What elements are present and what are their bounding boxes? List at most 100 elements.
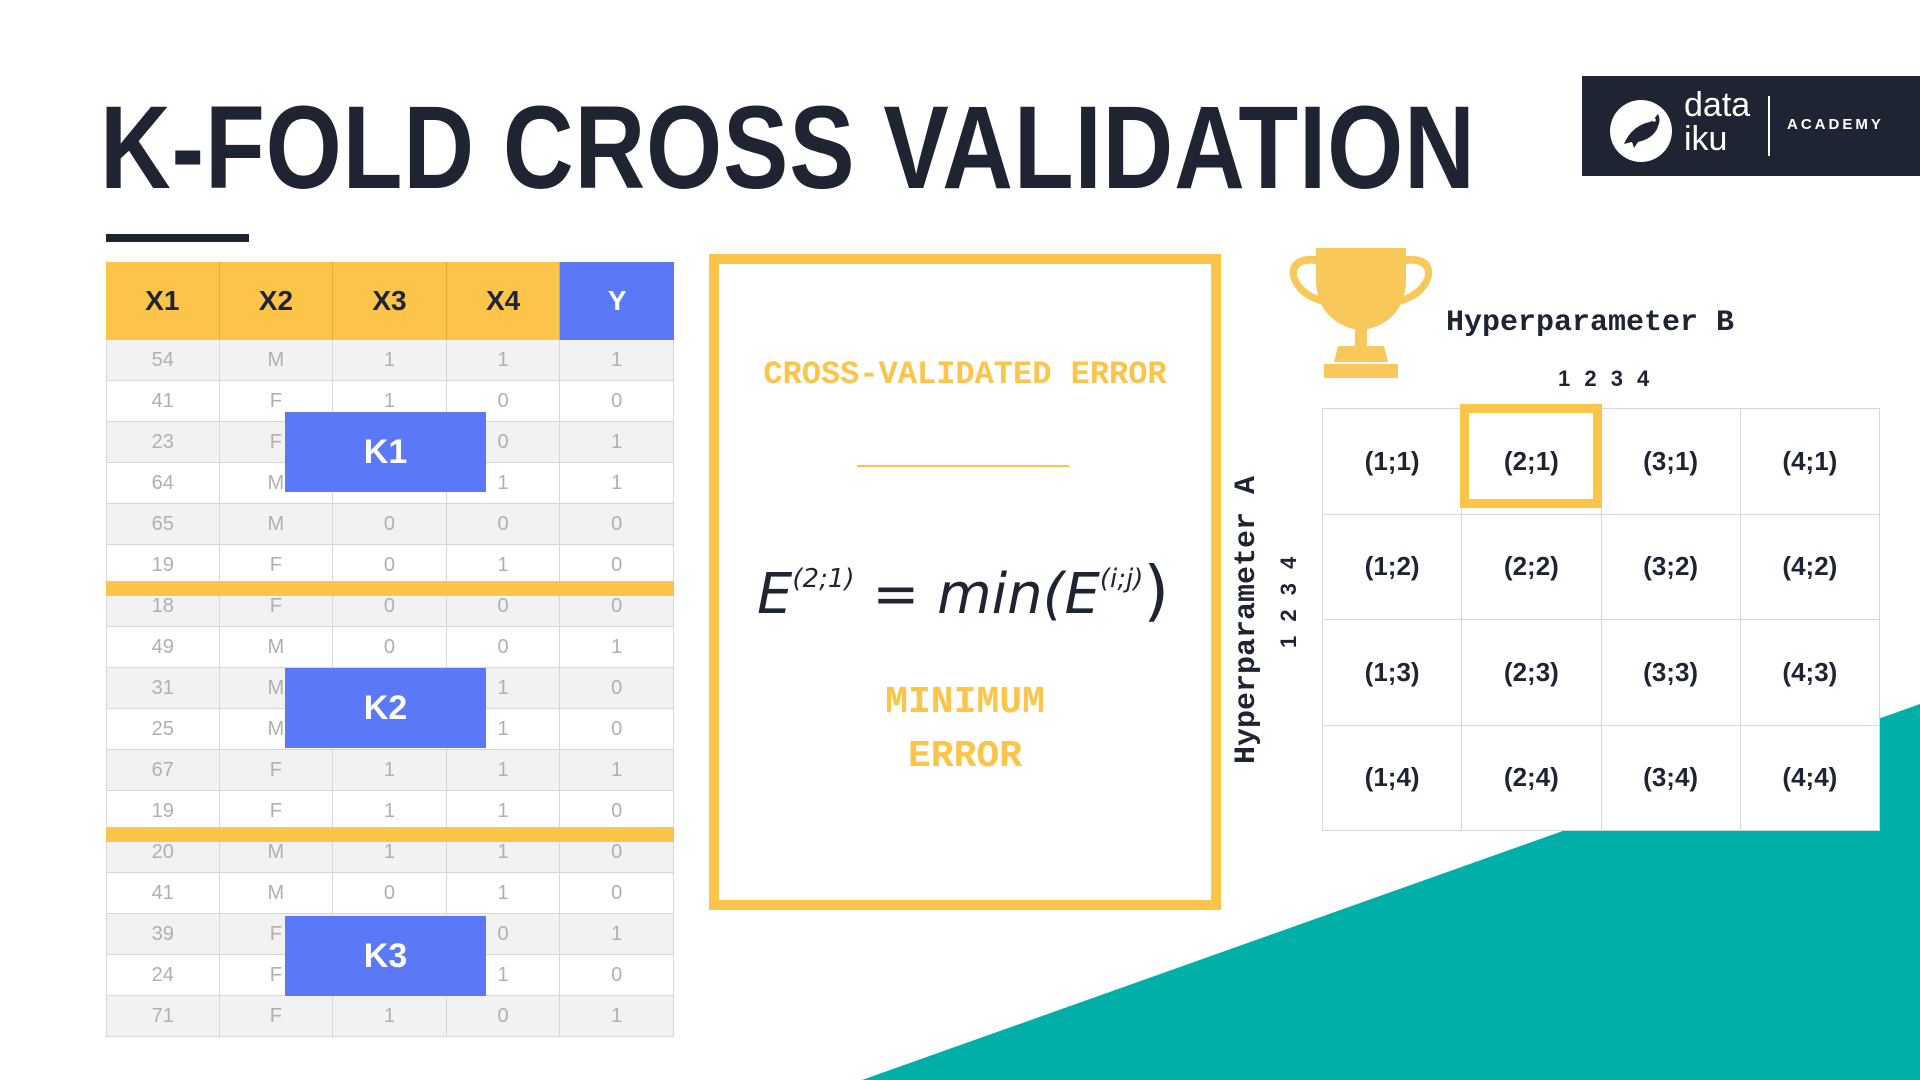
- table-cell: 0: [560, 381, 674, 422]
- table-body: 54 M 1 1 1 41 F 1 0 0 23 F 0 1 64 M 1 1 65 M 0 0 0 19 F 0 1 0 18 F 0 0 0…: [106, 340, 674, 1037]
- table-cell: 1: [333, 340, 447, 381]
- table-cell: 0: [446, 627, 561, 668]
- table-cell: 0: [560, 709, 674, 750]
- hyperparameter-b-ticks: 1 2 3 4: [1558, 366, 1654, 391]
- grid-cell: (2;4): [1462, 725, 1602, 831]
- table-cell: 31: [106, 668, 220, 709]
- table-row: 19 F 1 1 0: [106, 791, 674, 832]
- logo-word-line1: data: [1684, 86, 1751, 124]
- table-cell: 0: [560, 545, 674, 586]
- fold-label-k2: K2: [285, 668, 486, 748]
- grid-cell: (4;1): [1740, 409, 1880, 515]
- table-cell: 1: [333, 791, 447, 832]
- grid-cell: (1;1): [1323, 409, 1463, 515]
- column-header-y: Y: [560, 262, 674, 340]
- table-cell: 0: [560, 668, 674, 709]
- table-row: 71 F 1 0 1: [106, 996, 674, 1037]
- table-cell: 1: [333, 750, 447, 791]
- table-cell: 1: [560, 422, 674, 463]
- column-header-x4: X4: [446, 262, 561, 340]
- hyperparameter-b-label: Hyperparameter B: [1446, 306, 1735, 340]
- minimum-error-label: MINIMUM ERROR: [719, 676, 1211, 784]
- table-cell: 1: [446, 750, 561, 791]
- minimum-error-line2: ERROR: [907, 735, 1023, 778]
- formula-lhs-superscript: (2;1): [792, 564, 855, 595]
- column-header-x1: X1: [106, 262, 220, 340]
- table-cell: 1: [560, 996, 674, 1037]
- trophy-icon: [1289, 248, 1433, 378]
- table-cell: 0: [560, 791, 674, 832]
- table-row: 49 M 0 0 1: [106, 627, 674, 668]
- table-cell: 64: [106, 463, 220, 504]
- column-header-x2: X2: [219, 262, 334, 340]
- table-cell: 0: [333, 873, 447, 914]
- title-underline: [106, 234, 249, 242]
- table-cell: 1: [333, 996, 447, 1037]
- table-cell: 0: [333, 545, 447, 586]
- table-header-row: X1 X2 X3 X4 Y: [106, 262, 674, 340]
- table-cell: 1: [446, 791, 561, 832]
- grid-cell: (4;4): [1740, 725, 1880, 831]
- fold-separator-2: [106, 827, 674, 842]
- table-cell: F: [219, 750, 334, 791]
- table-cell: 0: [560, 955, 674, 996]
- grid-cell: (3;3): [1601, 620, 1741, 726]
- fold-separator-1: [106, 581, 674, 596]
- panel-divider: [857, 465, 1069, 467]
- table-row: 19 F 0 1 0: [106, 545, 674, 586]
- grid-cell: (3;2): [1601, 514, 1741, 620]
- table-cell: M: [219, 873, 334, 914]
- table-cell: 54: [106, 340, 220, 381]
- table-cell: 0: [560, 504, 674, 545]
- table-cell: F: [219, 996, 334, 1037]
- formula-inner-superscript: (i;j): [1099, 564, 1144, 595]
- hyperparameter-grid: (1;1) (2;1) (3;1) (4;1) (1;2) (2;2) (3;2) (4;2)…: [1322, 408, 1880, 831]
- table-cell: 0: [446, 504, 561, 545]
- table-cell: 24: [106, 955, 220, 996]
- fold-label-k1: K1: [285, 412, 486, 492]
- logo-separator: [1768, 96, 1770, 156]
- table-cell: 41: [106, 381, 220, 422]
- grid-cell: (1;4): [1323, 725, 1463, 831]
- bird-icon: [1610, 100, 1672, 162]
- table-cell: 25: [106, 709, 220, 750]
- table-cell: 49: [106, 627, 220, 668]
- table-cell: 1: [446, 545, 561, 586]
- table-cell: 1: [560, 914, 674, 955]
- table-row: 54 M 1 1 1: [106, 340, 674, 381]
- cross-validated-error-panel: CROSS-VALIDATED ERROR E(2;1) = min(E(i;j…: [709, 254, 1221, 910]
- minimum-error-line1: MINIMUM: [885, 681, 1045, 724]
- table-cell: 19: [106, 545, 220, 586]
- column-header-x3: X3: [333, 262, 447, 340]
- selected-cell-highlight: [1460, 404, 1602, 508]
- dataiku-academy-logo: data iku ACADEMY: [1582, 76, 1920, 176]
- table-cell: 1: [446, 873, 561, 914]
- table-cell: 71: [106, 996, 220, 1037]
- grid-cell: (4;2): [1740, 514, 1880, 620]
- table-cell: M: [219, 340, 334, 381]
- table-cell: 23: [106, 422, 220, 463]
- table-cell: 1: [446, 340, 561, 381]
- hyperparameter-a-ticks: 1 2 3 4: [1276, 552, 1301, 648]
- grid-cell: (3;1): [1601, 409, 1741, 515]
- table-cell: F: [219, 791, 334, 832]
- table-cell: 0: [333, 627, 447, 668]
- grid-cell: (3;4): [1601, 725, 1741, 831]
- table-cell: 0: [333, 504, 447, 545]
- logo-wordmark: data iku: [1684, 88, 1750, 156]
- table-row: 65 M 0 0 0: [106, 504, 674, 545]
- formula-inner: E: [1064, 562, 1100, 627]
- table-cell: 1: [560, 750, 674, 791]
- formula-lhs: E: [757, 562, 793, 627]
- logo-word-line2: iku: [1684, 120, 1728, 158]
- grid-cell: (1;2): [1323, 514, 1463, 620]
- table-row: 67 F 1 1 1: [106, 750, 674, 791]
- table-cell: 19: [106, 791, 220, 832]
- formula-close-paren: ): [1143, 552, 1170, 629]
- panel-heading: CROSS-VALIDATED ERROR: [763, 356, 1167, 393]
- grid-cell: (2;2): [1462, 514, 1602, 620]
- table-cell: 67: [106, 750, 220, 791]
- grid-cell: (4;3): [1740, 620, 1880, 726]
- grid-cell: (2;3): [1462, 620, 1602, 726]
- dataset-table: X1 X2 X3 X4 Y 54 M 1 1 1 41 F 1 0 0 23 F 0 1 64 M 1 1 65 M 0…: [106, 262, 674, 1037]
